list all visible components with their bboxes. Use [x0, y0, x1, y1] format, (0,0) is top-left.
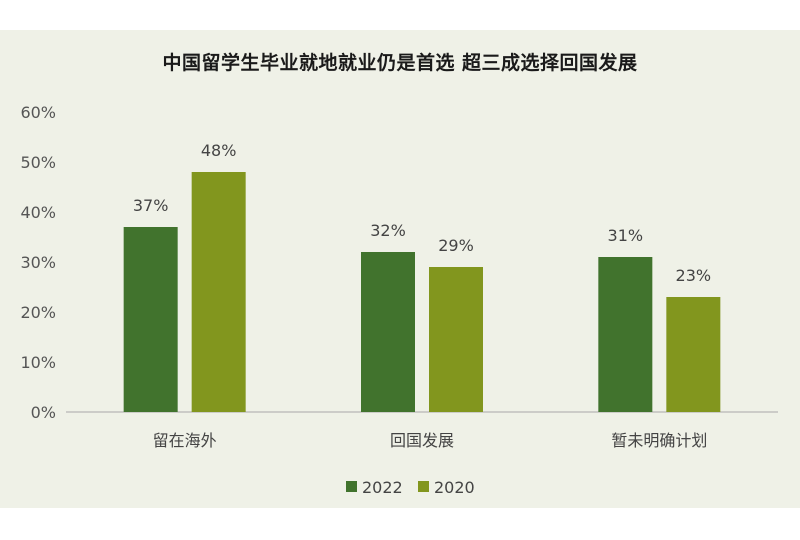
legend-label-2022: 2022: [362, 478, 403, 497]
category-label: 暂未明确计划: [611, 431, 707, 450]
bar-2022-0: [123, 227, 178, 412]
legend-label-2020: 2020: [434, 478, 475, 497]
category-labels: 留在海外 回国发展 暂未明确计划: [153, 431, 708, 450]
legend-swatch-2020: [418, 481, 429, 492]
y-tick-label: 30%: [20, 253, 56, 272]
y-tick-label: 10%: [20, 353, 56, 372]
legend: 2022 2020: [346, 478, 475, 497]
data-label-2020-2: 23%: [676, 266, 712, 285]
data-label-2022-0: 37%: [133, 196, 169, 215]
y-tick-label: 20%: [20, 303, 56, 322]
y-axis-ticks: 0% 10% 20% 30% 40% 50% 60%: [20, 103, 56, 422]
bar-2020-1: [429, 267, 483, 412]
bar-2020-2: [666, 297, 721, 412]
y-tick-label: 40%: [20, 203, 56, 222]
category-label: 回国发展: [390, 431, 454, 450]
data-label-2022-2: 31%: [608, 226, 644, 245]
y-tick-label: 60%: [20, 103, 56, 122]
category-label: 留在海外: [153, 431, 217, 450]
bar-2022-2: [598, 257, 653, 412]
data-label-2022-1: 32%: [370, 221, 406, 240]
bar-2020-0: [191, 172, 246, 412]
y-tick-label: 0%: [31, 403, 56, 422]
y-tick-label: 50%: [20, 153, 56, 172]
legend-swatch-2022: [346, 481, 357, 492]
data-label-2020-0: 48%: [201, 141, 237, 160]
data-labels: 37% 48% 32% 29% 31% 23%: [133, 141, 711, 285]
data-label-2020-1: 29%: [438, 236, 474, 255]
bar-2022-1: [361, 252, 415, 412]
bars: [123, 172, 721, 412]
chart-title: 中国留学生毕业就地就业仍是首选 超三成选择回国发展: [162, 52, 638, 74]
